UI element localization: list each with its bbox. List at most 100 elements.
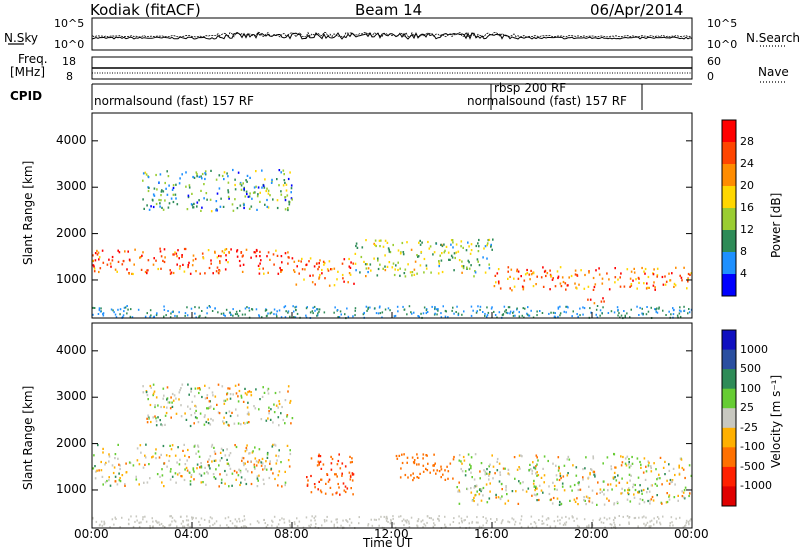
vel-cell (254, 407, 257, 410)
vel-cell (566, 474, 569, 477)
vel-colorbar-swatch (722, 388, 736, 409)
pow-cell (230, 313, 232, 316)
pow-cell (244, 307, 247, 310)
vel-cell (631, 455, 633, 459)
vel-cell (155, 396, 158, 399)
vel-cell (274, 477, 276, 481)
vel-cell (132, 525, 135, 528)
vel-cell (226, 393, 228, 396)
pow-cell (297, 259, 300, 262)
vel-cell (118, 472, 120, 475)
vel-cell (466, 488, 469, 491)
vel-cell (398, 515, 400, 518)
vel-cell (556, 515, 559, 518)
vel-cell (681, 490, 683, 493)
pow-cell (318, 276, 321, 279)
vel-cell (666, 479, 668, 482)
pow-cell (153, 315, 155, 318)
vel-cell (226, 398, 229, 401)
pow-cell (638, 314, 640, 316)
vel-cell (489, 471, 491, 474)
pow-cell (319, 259, 321, 262)
pow-cell (589, 307, 591, 310)
nsearch-label: N.Search (746, 31, 800, 45)
vel-cell (273, 515, 276, 518)
vel-cell (265, 468, 268, 471)
pow-cell (194, 306, 196, 309)
pow-cell (172, 271, 175, 275)
pow-cell (647, 275, 650, 279)
vel-cell (649, 520, 651, 523)
vel-cell (149, 403, 152, 407)
pow-cell (224, 314, 226, 317)
pow-cell (112, 309, 114, 312)
pow-cell (444, 309, 447, 312)
pow-cell (526, 312, 528, 315)
pow-cell (599, 314, 601, 317)
pow-cell (574, 269, 577, 272)
vel-cell (246, 406, 249, 409)
vel-cell (488, 465, 490, 468)
vel-cell (173, 394, 176, 397)
pow-cell (225, 254, 227, 257)
vel-cell (257, 461, 260, 464)
vel-cell (213, 407, 215, 410)
pow-cell (687, 272, 690, 276)
vel-cell (236, 525, 238, 528)
pow-cell (122, 315, 124, 318)
vel-cell (187, 383, 189, 386)
vel-cell (281, 405, 283, 409)
pow-cell (527, 314, 530, 317)
pow-cell (269, 258, 271, 261)
pow-cell (230, 248, 232, 251)
pow-cell (467, 241, 469, 244)
vel-cell (108, 479, 110, 482)
vel-colorbar-swatch (722, 486, 736, 507)
pow-cell (293, 270, 296, 273)
vel-cell (482, 516, 484, 518)
pow-cell (195, 316, 197, 319)
vel-cell (175, 397, 177, 400)
vel-cell (350, 521, 353, 524)
vel-cell (470, 456, 473, 459)
vel-cell (208, 458, 210, 461)
pow-cell (228, 251, 230, 254)
pow-cell (155, 173, 157, 177)
pow-cell (623, 310, 625, 312)
vel-cell (401, 453, 403, 456)
vel-cell (213, 522, 216, 525)
vel-cell (371, 524, 374, 527)
vel-cell (320, 491, 323, 494)
vel-cell (576, 524, 579, 527)
pow-cell (236, 250, 238, 253)
pow-cell (223, 251, 225, 254)
pow-cell (513, 285, 516, 288)
vel-cell (192, 516, 194, 519)
vel-cell (306, 483, 309, 486)
vel-cell (234, 444, 236, 447)
vel-cell (689, 492, 691, 495)
vel-cell (228, 424, 230, 427)
vel-cell (565, 521, 568, 524)
pow-cell (242, 263, 245, 266)
pow-cell (267, 271, 269, 274)
pow-cell (270, 181, 273, 184)
vel-cell (650, 470, 653, 473)
pow-cell (456, 305, 458, 308)
vel-cell (170, 515, 172, 518)
pow-cell (462, 265, 465, 268)
pow-cell (146, 204, 148, 207)
vel-cell (246, 393, 248, 396)
vel-cell (576, 497, 578, 500)
vel-cell (514, 520, 517, 523)
pow-cell (216, 209, 218, 212)
vel-cell (678, 466, 680, 469)
vel-cell (145, 443, 147, 446)
pow-cell (462, 246, 464, 249)
pow-cell (541, 312, 544, 314)
vel-cell (278, 400, 280, 403)
pow-cell (208, 266, 211, 270)
vel-cell (163, 485, 165, 488)
vel-cell (206, 394, 209, 397)
pow-cell (245, 179, 247, 182)
